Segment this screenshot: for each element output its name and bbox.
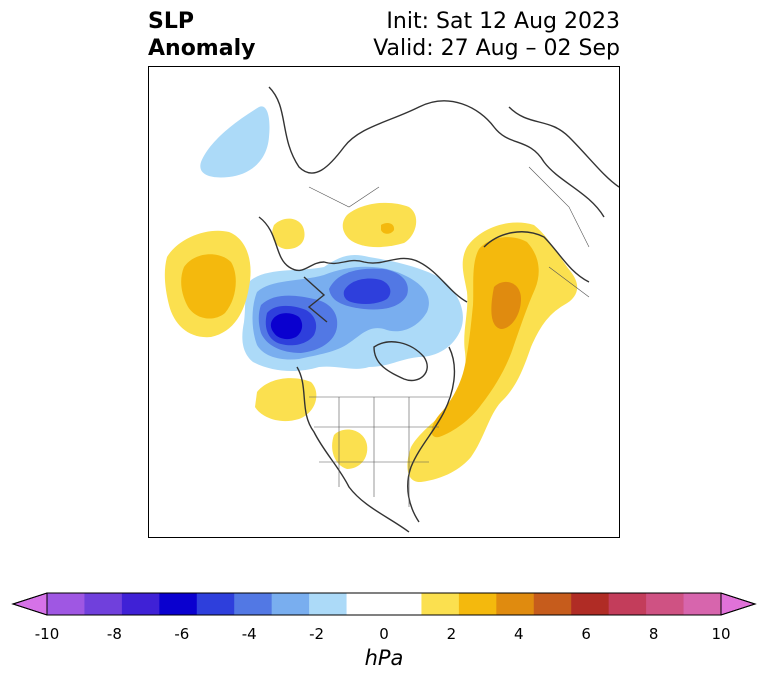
colorbar-segment — [309, 593, 348, 615]
colorbar-unit-label: hPa — [364, 646, 404, 670]
map-title: SLP Anomaly — [148, 8, 255, 62]
title-line-2: Anomaly — [148, 36, 256, 61]
colorbar-tick-label: 6 — [581, 625, 591, 643]
colorbar-segment — [571, 593, 610, 615]
colorbar-segment — [271, 593, 310, 615]
colorbar-tick-label: 4 — [514, 625, 524, 643]
political-borders — [308, 166, 590, 507]
colorbar-segment — [533, 593, 572, 615]
coastline-outlines — [258, 86, 619, 533]
colorbar-outline — [11, 592, 757, 616]
colorbar-segment — [196, 593, 235, 615]
colorbar-segment — [458, 593, 497, 615]
colorbar-tick-label: -10 — [34, 625, 60, 643]
map-date-info: Init: Sat 12 Aug 2023 Valid: 27 Aug – 02… — [373, 8, 620, 62]
colorbar — [11, 592, 757, 616]
colorbar-segment — [159, 593, 198, 615]
negative-anomaly-contours — [200, 106, 463, 372]
colorbar-tick-label: 0 — [379, 625, 389, 643]
title-line-1: SLP — [148, 9, 194, 34]
colorbar-left-extension — [11, 592, 48, 616]
colorbar-segment — [84, 593, 123, 615]
colorbar-segment — [384, 593, 422, 615]
colorbar-right-extension — [720, 592, 757, 616]
map-panel — [148, 66, 620, 538]
anomaly-map — [164, 86, 619, 533]
colorbar-segment — [234, 593, 273, 615]
positive-anomaly-contours — [164, 202, 578, 483]
colorbar-segment — [683, 593, 722, 615]
colorbar-segment — [608, 593, 647, 615]
colorbar-segment — [496, 593, 535, 615]
colorbar-segment — [421, 593, 460, 615]
colorbar-segment — [646, 593, 685, 615]
colorbar-segment — [121, 593, 160, 615]
colorbar-segment — [47, 593, 85, 615]
colorbar-tick-label: -8 — [106, 625, 122, 643]
colorbar-tick-label: -4 — [241, 625, 257, 643]
colorbar-segment — [346, 593, 385, 615]
colorbar-tick-label: 10 — [711, 625, 731, 643]
colorbar-tick-label: -6 — [174, 625, 190, 643]
colorbar-tick-label: 8 — [648, 625, 659, 643]
colorbar-tick-label: -2 — [309, 625, 325, 643]
valid-range: Valid: 27 Aug – 02 Sep — [373, 36, 620, 61]
init-date: Init: Sat 12 Aug 2023 — [386, 9, 620, 34]
colorbar-tick-label: 2 — [446, 625, 457, 643]
